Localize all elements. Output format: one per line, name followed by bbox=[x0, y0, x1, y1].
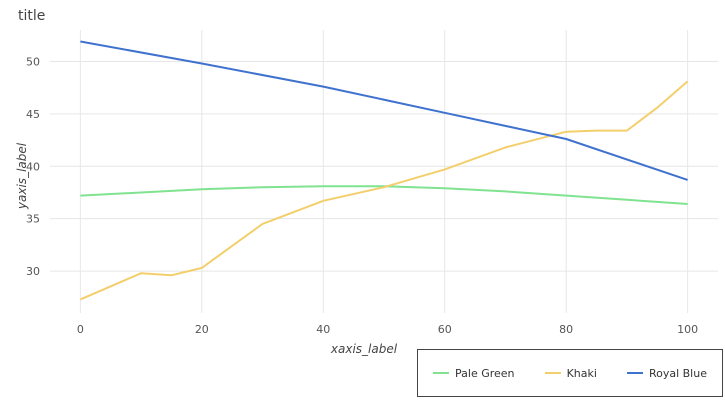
x-tick-label: 100 bbox=[677, 323, 698, 336]
x-tick-label: 0 bbox=[77, 323, 84, 336]
series-line-pale-green bbox=[80, 185, 688, 205]
x-tick-label: 40 bbox=[316, 323, 330, 336]
series-line-khaki bbox=[80, 80, 689, 301]
legend-swatch bbox=[544, 372, 561, 374]
x-axis-label: xaxis_label bbox=[330, 342, 398, 356]
legend-label: Khaki bbox=[566, 366, 597, 380]
legend-item-royal-blue: Royal Blue bbox=[626, 366, 707, 380]
legend-label: Pale Green bbox=[455, 366, 515, 380]
chart-title: title bbox=[18, 8, 45, 24]
y-axis-ticks: 30 35 40 45 50 bbox=[26, 55, 40, 278]
y-axis-label: yaxis_label bbox=[15, 142, 29, 210]
x-axis-ticks: 0 20 40 60 80 100 bbox=[77, 323, 698, 336]
legend-item-khaki: Khaki bbox=[544, 366, 597, 380]
series-lines bbox=[80, 40, 689, 301]
legend-swatch bbox=[626, 372, 643, 374]
y-tick-label: 40 bbox=[26, 160, 40, 173]
y-tick-label: 30 bbox=[26, 265, 40, 278]
legend-label: Royal Blue bbox=[648, 366, 707, 380]
x-tick-label: 20 bbox=[195, 323, 209, 336]
series-line-royal-blue bbox=[80, 40, 688, 181]
x-tick-label: 80 bbox=[559, 323, 573, 336]
y-tick-label: 35 bbox=[26, 213, 40, 226]
x-tick-label: 60 bbox=[438, 323, 452, 336]
legend-item-pale-green: Pale Green bbox=[433, 367, 515, 380]
y-tick-label: 45 bbox=[26, 108, 40, 121]
legend-swatch bbox=[433, 372, 450, 374]
y-tick-label: 50 bbox=[26, 55, 40, 68]
legend: Pale Green Khaki Royal Blue bbox=[417, 349, 723, 397]
grid-lines bbox=[50, 30, 718, 313]
